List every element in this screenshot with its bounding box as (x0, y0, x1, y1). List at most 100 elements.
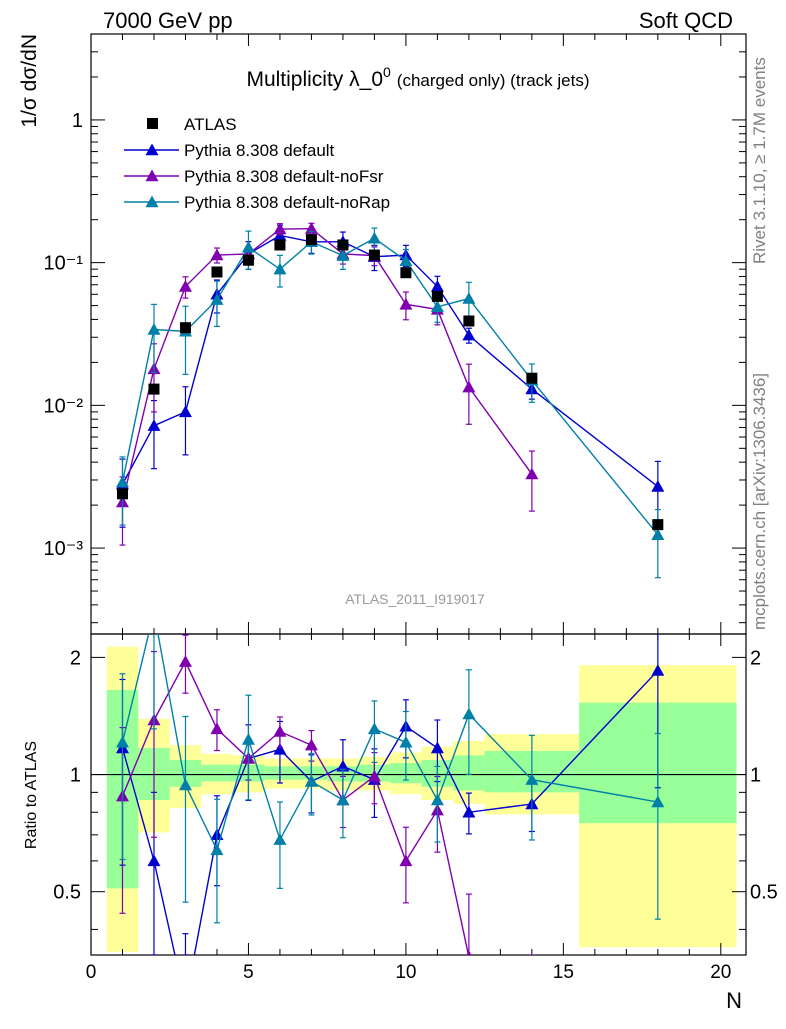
series-point (210, 293, 224, 305)
legend-marker (145, 143, 159, 156)
y-tick-label: 2 (70, 647, 81, 669)
header-right: Soft QCD (639, 8, 733, 33)
legend-marker (145, 169, 159, 182)
ratio-point (273, 725, 287, 737)
series-point (304, 222, 318, 234)
data-point (274, 239, 286, 251)
y-tick-label: 0.5 (53, 882, 81, 904)
ratio-series (115, 605, 665, 955)
x-tick-label: 5 (243, 962, 254, 983)
legend-label: Pythia 8.308 default-noFsr (184, 167, 384, 186)
x-tick-label: 15 (553, 962, 574, 983)
y-tick-label: 1 (70, 765, 81, 787)
data-point (368, 249, 380, 261)
data-point (148, 383, 160, 395)
data-point (305, 234, 317, 246)
series-line (121, 234, 659, 488)
axes-frame (90, 633, 747, 956)
series-line (121, 227, 533, 503)
series-point (115, 475, 129, 488)
ratio-point (462, 805, 476, 818)
ratio-point (466, 950, 472, 955)
series-point (399, 254, 413, 267)
ratio-point (273, 742, 287, 755)
ratio-point (304, 738, 318, 751)
legend-label-atlas: ATLAS (184, 115, 237, 134)
series-point (273, 262, 287, 275)
ratio-point (367, 769, 381, 782)
legend-label: Pythia 8.308 default (184, 141, 335, 160)
series-point (462, 380, 476, 393)
data-point (242, 254, 254, 266)
x-tick-label: 10 (395, 962, 416, 983)
header-left: 7000 GeV pp (103, 8, 233, 33)
ratio-series-line (121, 634, 658, 852)
ratio-point (178, 778, 192, 791)
series-point (462, 292, 476, 304)
ratio-panel: 0 5 10 15 20 0.5 0.5 1 1 2 2 Ratio to ATLAS N (23, 605, 778, 1013)
ratio-point (178, 655, 192, 667)
series-point (430, 300, 444, 313)
y-tick-label: 10⁻³ (44, 538, 84, 560)
ratio-point (462, 707, 476, 720)
ratio-point (399, 854, 413, 867)
ratio-point (115, 735, 129, 748)
series-point (399, 297, 413, 310)
series-line (121, 237, 659, 536)
ratio-point (241, 733, 255, 745)
data-point (463, 315, 475, 327)
data-point (179, 322, 191, 334)
y-tick-label-right: 0.5 (750, 882, 778, 904)
ratio-point (304, 774, 318, 787)
ratio-point (336, 793, 350, 806)
y-tick-label: 10⁻² (44, 395, 84, 417)
chart-title-tail: (charged only) (track jets) (397, 71, 590, 90)
data-point (116, 488, 128, 500)
legend-marker (145, 195, 159, 208)
legend-marker-atlas (147, 118, 158, 129)
main-series (115, 222, 665, 579)
series-point (273, 222, 287, 235)
ratio-point (336, 759, 350, 772)
ratio-point (430, 741, 444, 754)
ratio-point (273, 833, 287, 845)
ratio-point (430, 793, 444, 806)
series-point (651, 528, 665, 540)
y-tick-label-right: 1 (750, 765, 761, 787)
y-tick-label: 10⁻¹ (44, 253, 84, 275)
ratio-point (651, 664, 665, 676)
data-point (400, 267, 412, 279)
data-point (211, 266, 223, 278)
x-tick-label: 20 (710, 962, 731, 983)
series-point (241, 240, 255, 253)
side-label-top: Rivet 3.1.10, ≥ 1.7M events (750, 57, 769, 264)
data-point (431, 290, 443, 302)
legend: ATLAS Pythia 8.308 default Pythia 8.308 de… (124, 115, 390, 212)
ratio-point (147, 854, 161, 867)
ratio-point (147, 605, 160, 617)
series-point (430, 280, 444, 292)
series-point (336, 249, 350, 261)
x-axis-title: N (726, 988, 742, 1013)
series-point (367, 231, 381, 244)
chart-title-main: Multiplicity λ_0 (246, 68, 383, 91)
ratio-point (525, 773, 539, 785)
series-point (651, 480, 665, 492)
series-point (178, 405, 192, 418)
ratio-y-axis-title: Ratio to ATLAS (23, 741, 40, 849)
analysis-label: ATLAS_2011_I919017 (345, 591, 485, 607)
y-axis-title: 1/σ dσ/dN (18, 34, 41, 128)
side-label-bottom: mcplots.cern.ch [arXiv:1306.3436] (750, 373, 769, 630)
series-point (147, 323, 161, 335)
legend-label: Pythia 8.308 default-noRap (184, 193, 390, 212)
series-point (462, 328, 476, 341)
x-tick-label: 0 (86, 962, 97, 983)
chart-title: Multiplicity λ_00 (charged only) (track j… (246, 64, 589, 91)
series-point (147, 419, 161, 431)
series-point (178, 280, 192, 292)
ratio-series-line (121, 670, 659, 955)
ratio-point (210, 843, 224, 856)
series-point (210, 248, 224, 261)
data-point (652, 519, 664, 531)
